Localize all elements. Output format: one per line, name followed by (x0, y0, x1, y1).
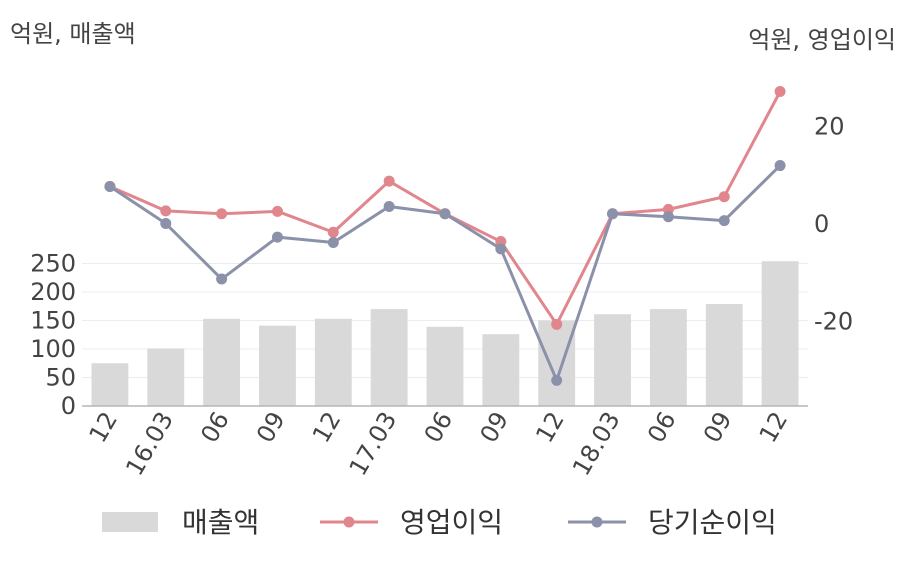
series-point (216, 273, 228, 285)
bar (705, 303, 743, 406)
x-tick-label: 09 (698, 407, 738, 447)
bar (314, 318, 352, 406)
series-point (271, 205, 283, 217)
x-tick-label: 06 (419, 407, 459, 447)
right-tick-label: 0 (814, 210, 829, 238)
bar (482, 334, 520, 406)
x-tick-label: 18.03 (567, 407, 626, 481)
series-point (774, 86, 786, 98)
x-tick-label: 17.03 (344, 407, 403, 481)
legend-swatch-point (343, 516, 355, 528)
series-point (160, 218, 172, 230)
legend-swatch-point (591, 516, 603, 528)
series-point (104, 181, 116, 193)
series-point (662, 211, 674, 223)
series-line (109, 90, 782, 326)
legend-label: 매출액 (182, 506, 259, 539)
series-point (774, 160, 786, 172)
series-point (495, 243, 507, 255)
right-axis-unit: 억원, 영업이익 (748, 26, 896, 54)
bar (370, 309, 408, 406)
bar (259, 325, 296, 406)
series-point (551, 374, 563, 386)
left-tick-label: 100 (30, 335, 76, 363)
left-tick-label: 200 (30, 278, 76, 306)
series-point (607, 208, 619, 220)
series-point (327, 226, 339, 238)
series-point (383, 175, 395, 187)
x-tick-label: 06 (642, 407, 682, 447)
x-tick-label: 12 (530, 407, 570, 447)
left-tick-label: 0 (61, 392, 76, 420)
right-tick-label: 20 (814, 113, 845, 141)
right-tick-label: -20 (814, 307, 853, 335)
left-tick-label: 250 (30, 250, 76, 278)
bar (147, 348, 185, 406)
legend-label: 당기순이익 (648, 506, 777, 539)
bar (426, 326, 464, 406)
bar (91, 363, 129, 406)
legend-swatch-bar (102, 512, 158, 532)
series-point (439, 208, 451, 220)
x-tick-label: 12 (754, 407, 794, 447)
series-point (718, 191, 730, 203)
bar (649, 309, 687, 406)
series-point (327, 237, 339, 249)
series-point (383, 200, 395, 212)
bar (761, 261, 799, 406)
x-tick-label: 06 (195, 407, 235, 447)
x-tick-label: 09 (251, 407, 291, 447)
series-point (718, 215, 730, 227)
left-axis-unit: 억원, 매출액 (10, 20, 136, 48)
series-point (160, 205, 172, 217)
legend-label: 영업이익 (400, 506, 503, 539)
x-tick-label: 12 (84, 407, 124, 447)
series-point (551, 318, 563, 330)
bar (203, 318, 241, 406)
series-point (271, 231, 283, 243)
x-tick-label: 12 (307, 407, 347, 447)
bar (538, 320, 576, 406)
x-tick-label: 16.03 (120, 407, 179, 481)
x-tick-label: 09 (475, 407, 515, 447)
bar (594, 314, 631, 406)
series-point (216, 208, 228, 220)
left-tick-label: 50 (45, 364, 76, 392)
left-tick-label: 150 (30, 307, 76, 335)
